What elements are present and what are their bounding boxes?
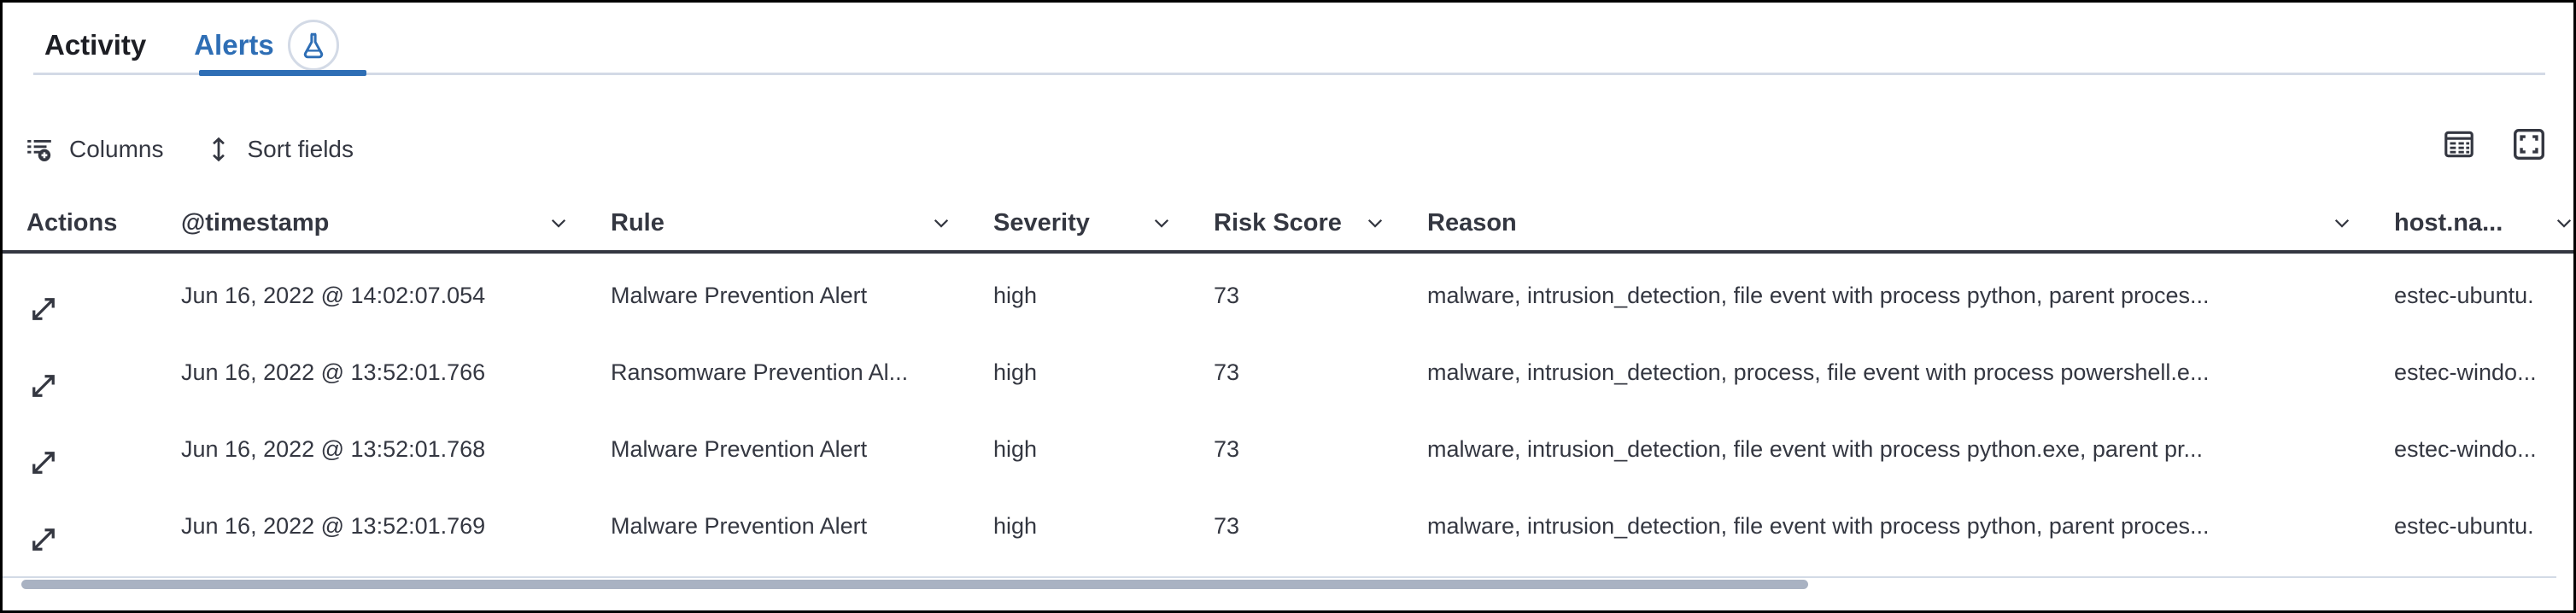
active-tab-underline [199,70,366,76]
reason-cell: malware, intrusion_detection, file event… [1427,512,2210,539]
timestamp-cell: Jun 16, 2022 @ 13:52:01.769 [181,512,486,539]
expand-icon[interactable] [26,292,181,326]
risk-score-cell: 73 [1214,282,1240,308]
tab-alerts[interactable]: Alerts [194,20,339,71]
actions-cell [26,342,181,403]
alert-row: Jun 16, 2022 @ 14:02:07.054 Malware Prev… [3,257,2573,334]
alert-row: Jun 16, 2022 @ 13:52:01.768 Malware Prev… [3,411,2573,487]
beta-badge [287,20,339,71]
chevron-down-icon[interactable] [930,212,952,234]
risk-score-cell: 73 [1214,359,1240,385]
header-actions: Actions [26,209,181,237]
rule-cell: Malware Prevention Alert [611,282,868,308]
actions-cell [26,419,181,480]
header-risk-score[interactable]: Risk Score [1214,209,1427,237]
sort-fields-button[interactable]: Sort fields [206,135,354,164]
severity-cell: high [993,512,1038,539]
host-cell: estec-windo... [2394,435,2537,462]
columns-button[interactable]: Columns [25,135,163,164]
tab-activity[interactable]: Activity [44,26,146,64]
host-cell: estec-windo... [2394,359,2537,385]
reason-cell: malware, intrusion_detection, file event… [1427,282,2210,308]
tabs-divider [33,73,2545,75]
header-reason[interactable]: Reason [1427,209,2394,237]
reason-cell: malware, intrusion_detection, process, f… [1427,359,2210,385]
timestamp-cell: Jun 16, 2022 @ 13:52:01.766 [181,359,486,385]
chevron-down-icon[interactable] [1150,212,1173,234]
sort-icon [206,135,231,164]
rule-cell: Ransomware Prevention Al... [611,359,909,385]
header-severity-label: Severity [993,208,1090,236]
timestamp-cell: Jun 16, 2022 @ 13:52:01.768 [181,435,486,462]
horizontal-scrollbar[interactable] [21,580,1808,589]
beaker-icon [299,31,328,60]
header-risk-score-label: Risk Score [1214,208,1342,236]
timestamp-cell: Jun 16, 2022 @ 14:02:07.054 [181,282,486,308]
chevron-down-icon[interactable] [2553,212,2573,234]
severity-cell: high [993,435,1038,462]
chevron-down-icon[interactable] [2331,212,2353,234]
severity-cell: high [993,359,1038,385]
tab-bar: Activity Alerts [44,20,339,71]
alert-row: Jun 16, 2022 @ 13:52:01.769 Malware Prev… [3,487,2573,564]
rule-cell: Malware Prevention Alert [611,512,868,539]
header-timestamp-label: @timestamp [181,208,330,236]
chevron-down-icon[interactable] [547,212,570,234]
header-host-name[interactable]: host.na... [2394,208,2573,237]
header-rule-label: Rule [611,208,664,236]
list-add-icon [25,135,54,164]
risk-score-cell: 73 [1214,512,1240,539]
fullscreen-icon[interactable] [2511,126,2547,162]
expand-icon[interactable] [26,446,181,480]
grid-view-controls [2441,126,2547,162]
header-actions-label: Actions [26,208,118,236]
alert-row: Jun 16, 2022 @ 13:52:01.766 Ransomware P… [3,334,2573,411]
grid-bottom-border [3,576,2556,578]
severity-cell: high [993,282,1038,308]
expand-icon[interactable] [26,523,181,557]
actions-cell [26,266,181,326]
header-host-name-label: host.na... [2394,208,2503,236]
tab-alerts-label: Alerts [194,29,274,61]
tab-activity-label: Activity [44,29,147,61]
risk-score-cell: 73 [1214,435,1240,462]
actions-cell [26,496,181,557]
reason-cell: malware, intrusion_detection, file event… [1427,435,2203,462]
host-cell: estec-ubuntu. [2394,282,2534,308]
header-severity[interactable]: Severity [993,209,1214,237]
chevron-down-icon[interactable] [1364,212,1386,234]
rule-cell: Malware Prevention Alert [611,435,868,462]
header-rule[interactable]: Rule [611,209,993,237]
columns-button-label: Columns [69,136,164,162]
header-timestamp[interactable]: @timestamp [181,209,611,237]
sort-fields-button-label: Sort fields [247,136,354,162]
header-reason-label: Reason [1427,208,1517,236]
expand-icon[interactable] [26,369,181,403]
table-icon[interactable] [2441,126,2477,162]
grid-toolbar: Columns Sort fields [25,131,354,168]
host-cell: estec-ubuntu. [2394,512,2534,539]
grid-body: Jun 16, 2022 @ 14:02:07.054 Malware Prev… [3,257,2573,564]
grid-header-row: Actions @timestamp Rule Severity Risk Sc… [3,196,2573,254]
